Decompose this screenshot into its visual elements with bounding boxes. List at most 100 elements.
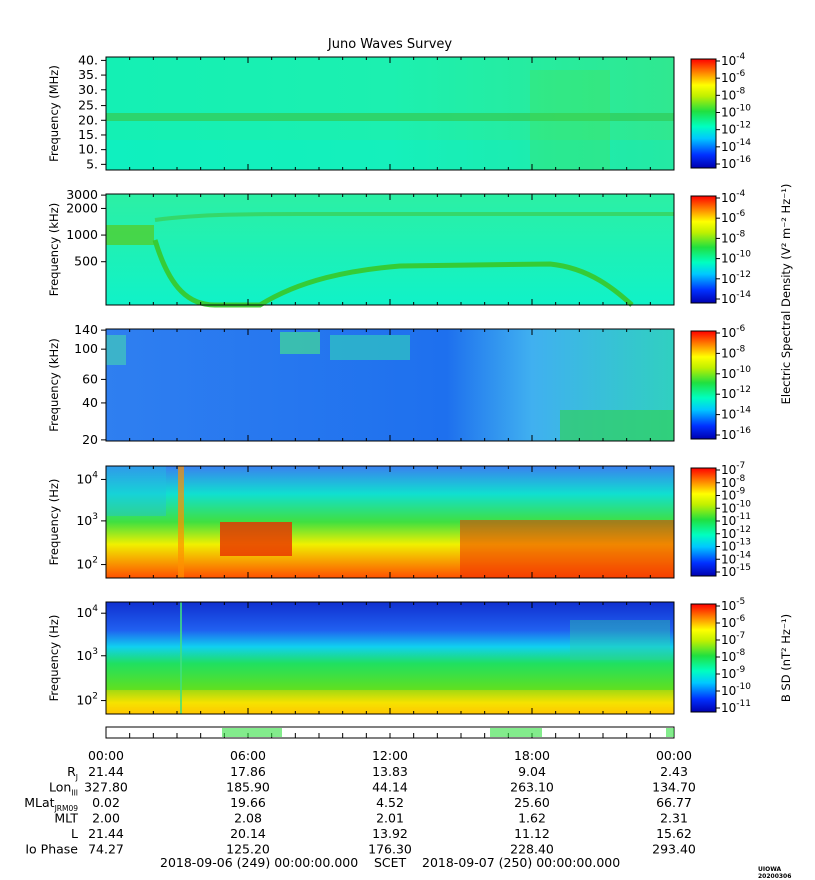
ephemeris-value: 134.70	[652, 780, 696, 795]
ephemeris-value: 327.80	[84, 780, 128, 795]
panel-5-colorbar-tick: 10-9	[721, 665, 746, 681]
panel-4-colorbar	[690, 467, 717, 577]
ephemeris-value: 25.60	[514, 795, 550, 810]
panel-3-ytick-label: 140	[74, 322, 98, 337]
panel-1-ytick-label: 5.	[86, 156, 98, 171]
ephemeris-value: 0.02	[92, 795, 120, 810]
panel-4-red-patch	[460, 520, 674, 578]
panel-1-ytick-label: 25.	[78, 98, 98, 113]
coverage-strip	[105, 726, 675, 739]
ephemeris-value: 15.62	[656, 826, 692, 841]
panel-2-ytick-label: 500	[74, 254, 98, 269]
ephemeris-value: 9.04	[518, 764, 546, 779]
panel-3-colorbar-tick: 10-10	[721, 365, 751, 381]
time-tick-label: 00:00	[88, 748, 124, 763]
panel-5-b-hz	[106, 602, 674, 714]
panel-3-ylabel: Frequency (kHz)	[47, 338, 61, 431]
plot-title: Juno Waves Survey	[327, 37, 453, 52]
panel-5-colorbar-tick: 10-11	[721, 699, 751, 715]
panel-4-ytick-label: 102	[76, 556, 98, 572]
panel-1-colorbar-tick: 10-10	[721, 104, 751, 120]
panel-1-colorbar-tick: 10-4	[721, 52, 746, 68]
panel-2-colorbar-tick: 10-6	[721, 209, 746, 225]
panel-2-colorbar-tick: 10-10	[721, 250, 751, 266]
ephemeris-label: LonIII	[49, 780, 78, 798]
ephemeris-value: 13.92	[372, 826, 408, 841]
panel-3-ytick-label: 20	[82, 432, 98, 447]
panel-1-ylabel: Frequency (MHz)	[47, 65, 61, 162]
panel-5-colorbar-tick: 10-7	[721, 631, 745, 647]
panel-2-spectrogram	[106, 194, 674, 305]
time-tick-label: 00:00	[656, 748, 692, 763]
panel-5-spectrogram	[106, 602, 674, 714]
ephemeris-value: 17.86	[230, 764, 266, 779]
ephemeris-value: 2.01	[376, 811, 404, 826]
ephemeris-value: 13.83	[372, 764, 408, 779]
panel-3-colorbar-tick: 10-8	[721, 344, 746, 360]
ephemeris-label: L	[71, 826, 78, 841]
ephemeris-label: Io Phase	[25, 842, 78, 857]
ephemeris-value: 293.40	[652, 842, 696, 857]
panel-4-ylabel: Frequency (Hz)	[47, 479, 61, 566]
panel-2-colorbar	[690, 195, 717, 304]
panel-5-colorbar-tick: 10-5	[721, 597, 745, 613]
panel-3-ytick-label: 40	[82, 395, 98, 410]
panel-1-hf-mhz	[106, 57, 674, 170]
panel-3-lfr-khz	[106, 329, 674, 441]
panel-1-ytick-label: 40.	[78, 52, 98, 67]
ephemeris-value: 44.14	[372, 780, 408, 795]
panel-2-colorbar-tick: 10-4	[721, 189, 746, 205]
ephemeris-value: 11.12	[514, 826, 550, 841]
ephemeris-value: 185.90	[226, 780, 270, 795]
panel-3-colorbar-tick: 10-6	[721, 324, 746, 340]
panel-3-colorbar-tick: 10-16	[721, 426, 751, 442]
panel-2-colorbar-tick: 10-12	[721, 270, 751, 286]
ephemeris-value: 20.14	[230, 826, 266, 841]
panel-5-colorbar	[690, 603, 717, 713]
ephemeris-value: 66.77	[656, 795, 692, 810]
panel-1-band-20mhz	[106, 113, 674, 121]
ephemeris-value: 2.43	[660, 764, 688, 779]
ephemeris-value: 125.20	[226, 842, 270, 857]
panel-1-ytick-label: 10.	[78, 142, 98, 157]
panel-1-colorbar-tick: 10-16	[721, 155, 751, 171]
panel-1-colorbar-tick: 10-8	[721, 86, 746, 102]
ephemeris-label: MLT	[54, 811, 78, 826]
panel-1-colorbar-tick: 10-6	[721, 69, 746, 85]
panel-2-colorbar-tick: 10-8	[721, 229, 746, 245]
panel-4-colorbar-tick: 10-15	[721, 563, 751, 579]
panel-1-colorbar	[690, 58, 717, 169]
panel-4-e-hz	[106, 466, 674, 578]
time-tick-label: 06:00	[230, 748, 266, 763]
panel-2-ytick-label: 1000	[66, 227, 98, 242]
panel-5-colorbar-tick: 10-10	[721, 682, 751, 698]
panel-2-ytick-label: 2000	[66, 200, 98, 215]
watermark: UIOWA 20200306	[758, 866, 792, 880]
panel-1-ytick-label: 15.	[78, 127, 98, 142]
footer-start-time: 2018-09-06 (249) 00:00:00.000	[160, 855, 359, 870]
footer-end-time: 2018-09-07 (250) 00:00:00.000	[422, 855, 621, 870]
panel-2-cutoff-curve	[152, 239, 634, 308]
panel-5-colorbar-label: B SD (nT² Hz⁻¹)	[779, 614, 793, 702]
ephemeris-value: 2.00	[92, 811, 120, 826]
panel-2-ylabel: Frequency (kHz)	[47, 203, 61, 296]
time-tick-label: 18:00	[514, 748, 550, 763]
panel-3-ytick-label: 60	[82, 371, 98, 386]
ephemeris-value: 176.30	[368, 842, 412, 857]
ephemeris-value: 228.40	[510, 842, 554, 857]
panel-5-colorbar-tick: 10-6	[721, 614, 746, 630]
panel-5-ylabel: Frequency (Hz)	[47, 615, 61, 702]
panel-1-ytick-label: 35.	[78, 67, 98, 82]
ephemeris-label: RJ	[67, 764, 78, 782]
panel-5-colorbar-tick: 10-8	[721, 648, 746, 664]
ephemeris-value: 21.44	[88, 764, 124, 779]
ephemeris-value: 4.52	[376, 795, 404, 810]
ephemeris-value: 74.27	[88, 842, 124, 857]
footer-scet-label: SCET	[374, 855, 407, 870]
panel-1-colorbar-tick: 10-12	[721, 121, 751, 137]
ephemeris-value: 263.10	[510, 780, 554, 795]
panel-2-hf-khz	[106, 194, 674, 308]
panel-3-colorbar-label: Electric Spectral Density (V² m⁻² Hz⁻¹)	[779, 184, 793, 405]
panel-1-colorbar-tick: 10-14	[721, 138, 751, 154]
